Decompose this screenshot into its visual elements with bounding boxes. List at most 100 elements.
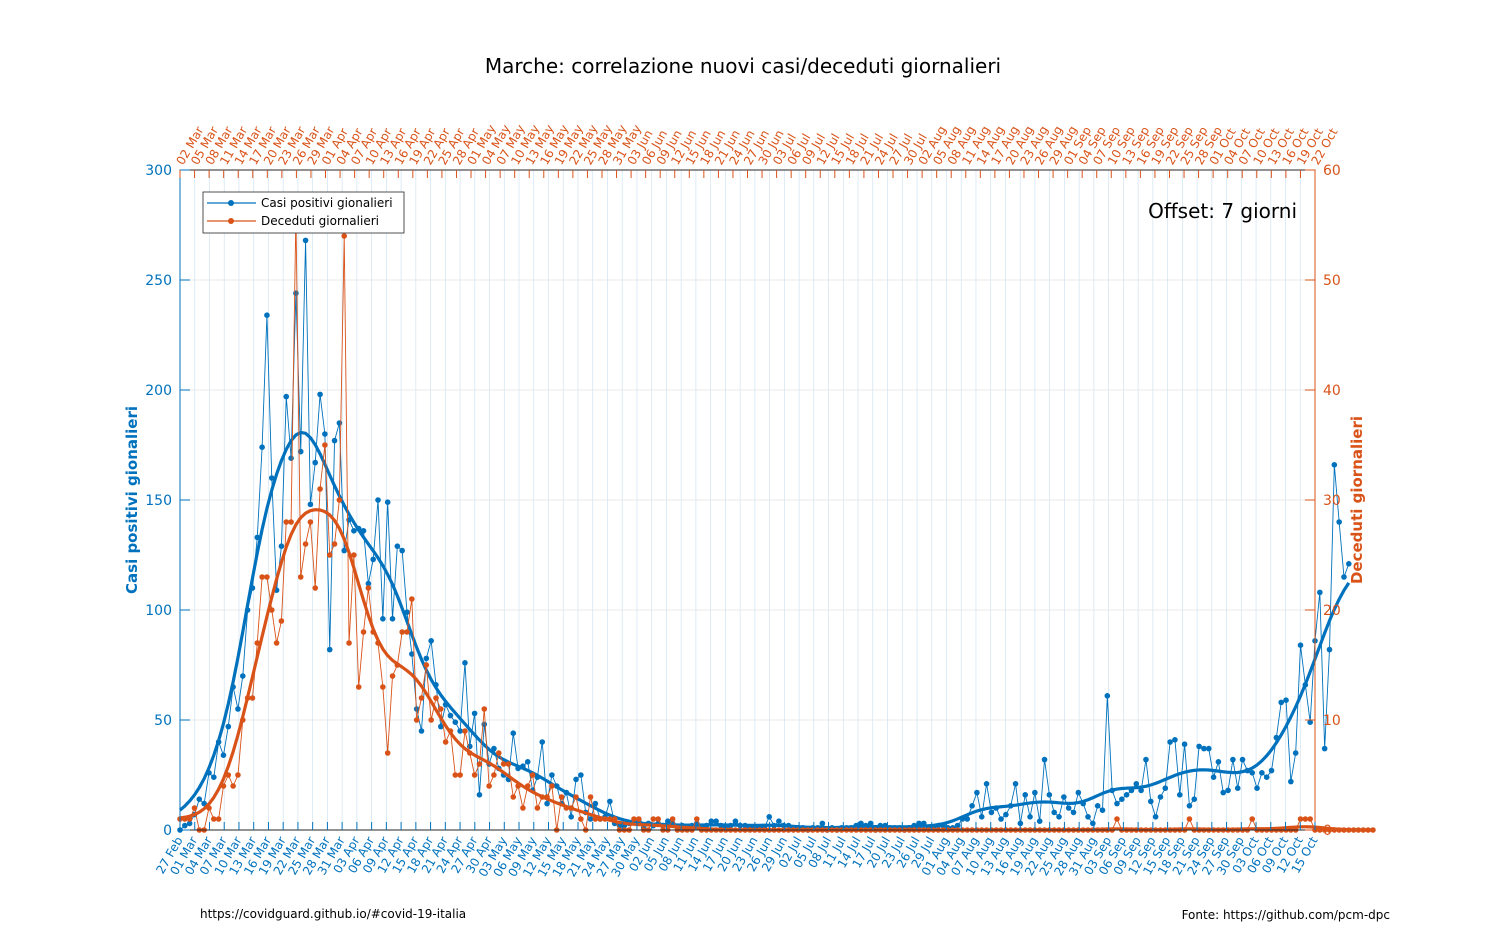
casi-point — [438, 723, 444, 730]
casi-point — [964, 816, 971, 822]
casi-point — [418, 728, 425, 734]
deceduti-point — [365, 585, 372, 591]
casi-point — [1321, 745, 1328, 752]
deceduti-point — [549, 783, 555, 789]
casi-point — [1336, 519, 1342, 525]
casi-point — [1196, 743, 1202, 750]
casi-point — [1259, 770, 1265, 776]
deceduti-point — [191, 805, 198, 811]
casi-point — [1152, 814, 1159, 820]
casi-point — [1162, 785, 1169, 791]
casi-point — [1143, 756, 1149, 763]
casi-point — [510, 730, 517, 736]
casi-point — [1288, 778, 1294, 785]
casi-point — [288, 455, 294, 462]
left-tick-label: 300 — [145, 163, 172, 179]
casi-point — [988, 809, 995, 816]
deceduti-point — [351, 552, 357, 558]
deceduti-point — [259, 574, 265, 580]
casi-point — [1172, 737, 1178, 743]
deceduti-point — [249, 695, 256, 701]
right-tick-label: 40 — [1323, 383, 1341, 399]
casi-point — [201, 800, 207, 807]
left-tick-label: 150 — [145, 493, 172, 509]
deceduti-point — [211, 816, 217, 822]
casi-point — [1210, 774, 1217, 780]
casi-point — [351, 528, 357, 534]
left-tick-label: 0 — [163, 823, 172, 839]
casi-point — [592, 800, 599, 807]
deceduti-point — [278, 618, 285, 624]
deceduti-point — [230, 783, 236, 789]
casi-point — [1225, 787, 1231, 794]
right-tick-label: 0 — [1323, 823, 1332, 839]
deceduti-point — [331, 541, 338, 547]
right-tick-label: 50 — [1323, 273, 1341, 289]
casi-point — [1094, 803, 1101, 809]
casi-point — [341, 547, 348, 554]
casi-point — [708, 818, 715, 824]
deceduti-point — [302, 541, 309, 547]
casi-point — [186, 820, 193, 827]
deceduti-point — [360, 629, 367, 635]
left-axis-label: Casi positivi gionalieri — [123, 406, 141, 594]
casi-point — [1065, 805, 1072, 811]
legend: Casi positivi gionalieri Deceduti giorna… — [202, 191, 405, 234]
casi-point — [549, 772, 555, 778]
deceduti-point — [273, 640, 280, 646]
casi-point — [1263, 774, 1270, 780]
deceduti-point — [399, 629, 405, 635]
deceduti-point — [413, 717, 420, 723]
deceduti-point — [471, 772, 478, 778]
casi-point — [476, 792, 483, 798]
casi-point — [268, 475, 275, 481]
casi-point — [1234, 785, 1241, 791]
deceduti-point — [1186, 816, 1193, 822]
casi-point — [336, 420, 343, 426]
deceduti-point — [573, 794, 579, 800]
deceduti-point — [534, 805, 541, 811]
casi-point — [1181, 741, 1188, 747]
casi-point — [370, 556, 376, 563]
casi-point — [1070, 809, 1077, 816]
deceduti-point — [384, 750, 391, 756]
casi-point — [1147, 798, 1154, 805]
deceduti-point — [500, 761, 507, 767]
right-tick-label: 10 — [1323, 713, 1341, 729]
casi-point — [1201, 745, 1207, 752]
casi-point — [858, 820, 864, 827]
casi-point — [423, 655, 430, 662]
deceduti-point — [326, 552, 333, 558]
deceduti-point — [215, 816, 222, 822]
chart-title: Marche: correlazione nuovi casi/deceduti… — [485, 54, 1001, 78]
casi-point — [447, 712, 454, 719]
casi-point — [220, 752, 227, 758]
deceduti-point — [558, 794, 565, 800]
casi-point — [1046, 792, 1053, 798]
casi-point — [389, 616, 396, 622]
left-tick-label: 100 — [145, 603, 172, 619]
casi-point — [1085, 814, 1091, 820]
casi-point — [491, 745, 497, 752]
casi-point — [1090, 820, 1096, 827]
deceduti-point — [529, 772, 536, 778]
casi-trend-line — [178, 430, 1351, 830]
casi-point — [1061, 794, 1067, 800]
left-tick-label: 50 — [154, 713, 172, 729]
legend-marker-casi — [228, 200, 234, 206]
deceduti-point — [476, 761, 483, 767]
deceduti-point — [317, 486, 323, 492]
casi-point — [1249, 770, 1256, 776]
deceduti-point — [636, 816, 642, 822]
casi-point — [587, 816, 594, 822]
casi-point — [1003, 811, 1009, 818]
deceduti-point — [693, 816, 700, 822]
casi-point — [539, 739, 546, 745]
casi-point — [1119, 796, 1125, 802]
casi-point — [278, 543, 285, 549]
casi-point — [1292, 750, 1299, 756]
casi-point — [1056, 814, 1062, 820]
casi-point — [1099, 807, 1106, 813]
casi-point — [1032, 789, 1038, 796]
